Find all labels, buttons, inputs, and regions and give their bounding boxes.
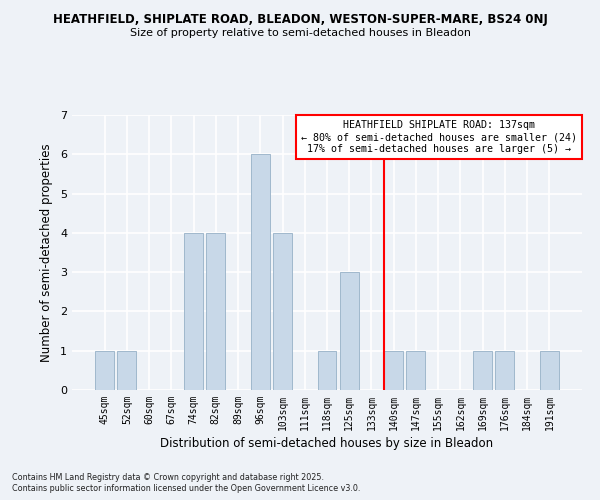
- Y-axis label: Number of semi-detached properties: Number of semi-detached properties: [40, 143, 53, 362]
- Bar: [95, 350, 114, 390]
- X-axis label: Distribution of semi-detached houses by size in Bleadon: Distribution of semi-detached houses by …: [160, 437, 494, 450]
- Bar: [473, 350, 492, 390]
- Bar: [118, 350, 136, 390]
- Bar: [496, 350, 514, 390]
- Text: Size of property relative to semi-detached houses in Bleadon: Size of property relative to semi-detach…: [130, 28, 470, 38]
- Bar: [384, 350, 403, 390]
- Bar: [317, 350, 337, 390]
- Bar: [406, 350, 425, 390]
- Bar: [340, 272, 359, 390]
- Bar: [184, 233, 203, 390]
- Text: Contains HM Land Registry data © Crown copyright and database right 2025.: Contains HM Land Registry data © Crown c…: [12, 472, 324, 482]
- Bar: [273, 233, 292, 390]
- Text: Contains public sector information licensed under the Open Government Licence v3: Contains public sector information licen…: [12, 484, 361, 493]
- Bar: [251, 154, 270, 390]
- Text: HEATHFIELD, SHIPLATE ROAD, BLEADON, WESTON-SUPER-MARE, BS24 0NJ: HEATHFIELD, SHIPLATE ROAD, BLEADON, WEST…: [53, 12, 547, 26]
- Bar: [540, 350, 559, 390]
- Text: HEATHFIELD SHIPLATE ROAD: 137sqm
← 80% of semi-detached houses are smaller (24)
: HEATHFIELD SHIPLATE ROAD: 137sqm ← 80% o…: [301, 120, 577, 154]
- Bar: [206, 233, 225, 390]
